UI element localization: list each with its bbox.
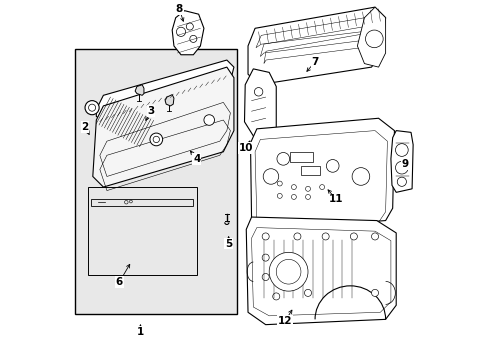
Polygon shape: [93, 67, 233, 187]
Polygon shape: [247, 7, 385, 85]
Polygon shape: [96, 60, 233, 120]
Polygon shape: [250, 118, 394, 229]
Circle shape: [305, 186, 310, 191]
Circle shape: [396, 177, 406, 186]
Text: 2: 2: [81, 122, 88, 132]
Text: 11: 11: [328, 194, 343, 204]
Text: 12: 12: [277, 316, 292, 326]
Circle shape: [176, 27, 185, 36]
Circle shape: [291, 194, 296, 199]
Text: 4: 4: [193, 154, 200, 164]
Circle shape: [351, 168, 369, 185]
Circle shape: [262, 254, 269, 261]
Circle shape: [395, 144, 407, 156]
Circle shape: [186, 23, 193, 30]
Circle shape: [189, 35, 197, 42]
Circle shape: [291, 185, 296, 189]
Polygon shape: [390, 131, 412, 192]
Circle shape: [277, 181, 282, 186]
Text: 3: 3: [147, 106, 154, 116]
Circle shape: [254, 87, 263, 96]
Circle shape: [276, 153, 289, 165]
Polygon shape: [246, 217, 395, 325]
Polygon shape: [165, 95, 174, 106]
Circle shape: [269, 252, 307, 291]
Circle shape: [319, 185, 324, 189]
Circle shape: [263, 169, 278, 184]
Bar: [290, 152, 313, 162]
Circle shape: [293, 233, 300, 240]
Text: 6: 6: [115, 277, 122, 287]
Text: 7: 7: [311, 57, 318, 67]
Circle shape: [203, 115, 214, 125]
Circle shape: [272, 293, 279, 300]
Circle shape: [371, 289, 378, 296]
Bar: [87, 187, 197, 275]
Polygon shape: [244, 69, 276, 139]
Text: 5: 5: [224, 239, 232, 248]
Polygon shape: [172, 11, 203, 55]
Polygon shape: [135, 85, 143, 95]
Circle shape: [395, 161, 407, 174]
Circle shape: [304, 289, 311, 296]
Text: 1: 1: [137, 327, 144, 337]
Bar: [75, 49, 237, 314]
Circle shape: [305, 194, 310, 199]
Circle shape: [349, 233, 357, 240]
Circle shape: [262, 274, 269, 280]
Circle shape: [85, 100, 99, 115]
Circle shape: [150, 133, 163, 146]
Text: 9: 9: [401, 159, 408, 169]
Circle shape: [325, 159, 338, 172]
Circle shape: [371, 233, 378, 240]
Polygon shape: [357, 7, 385, 67]
Text: 10: 10: [239, 143, 253, 153]
Bar: [300, 166, 320, 175]
Circle shape: [277, 193, 282, 198]
Text: 8: 8: [175, 4, 183, 14]
Circle shape: [262, 233, 269, 240]
Circle shape: [322, 233, 328, 240]
